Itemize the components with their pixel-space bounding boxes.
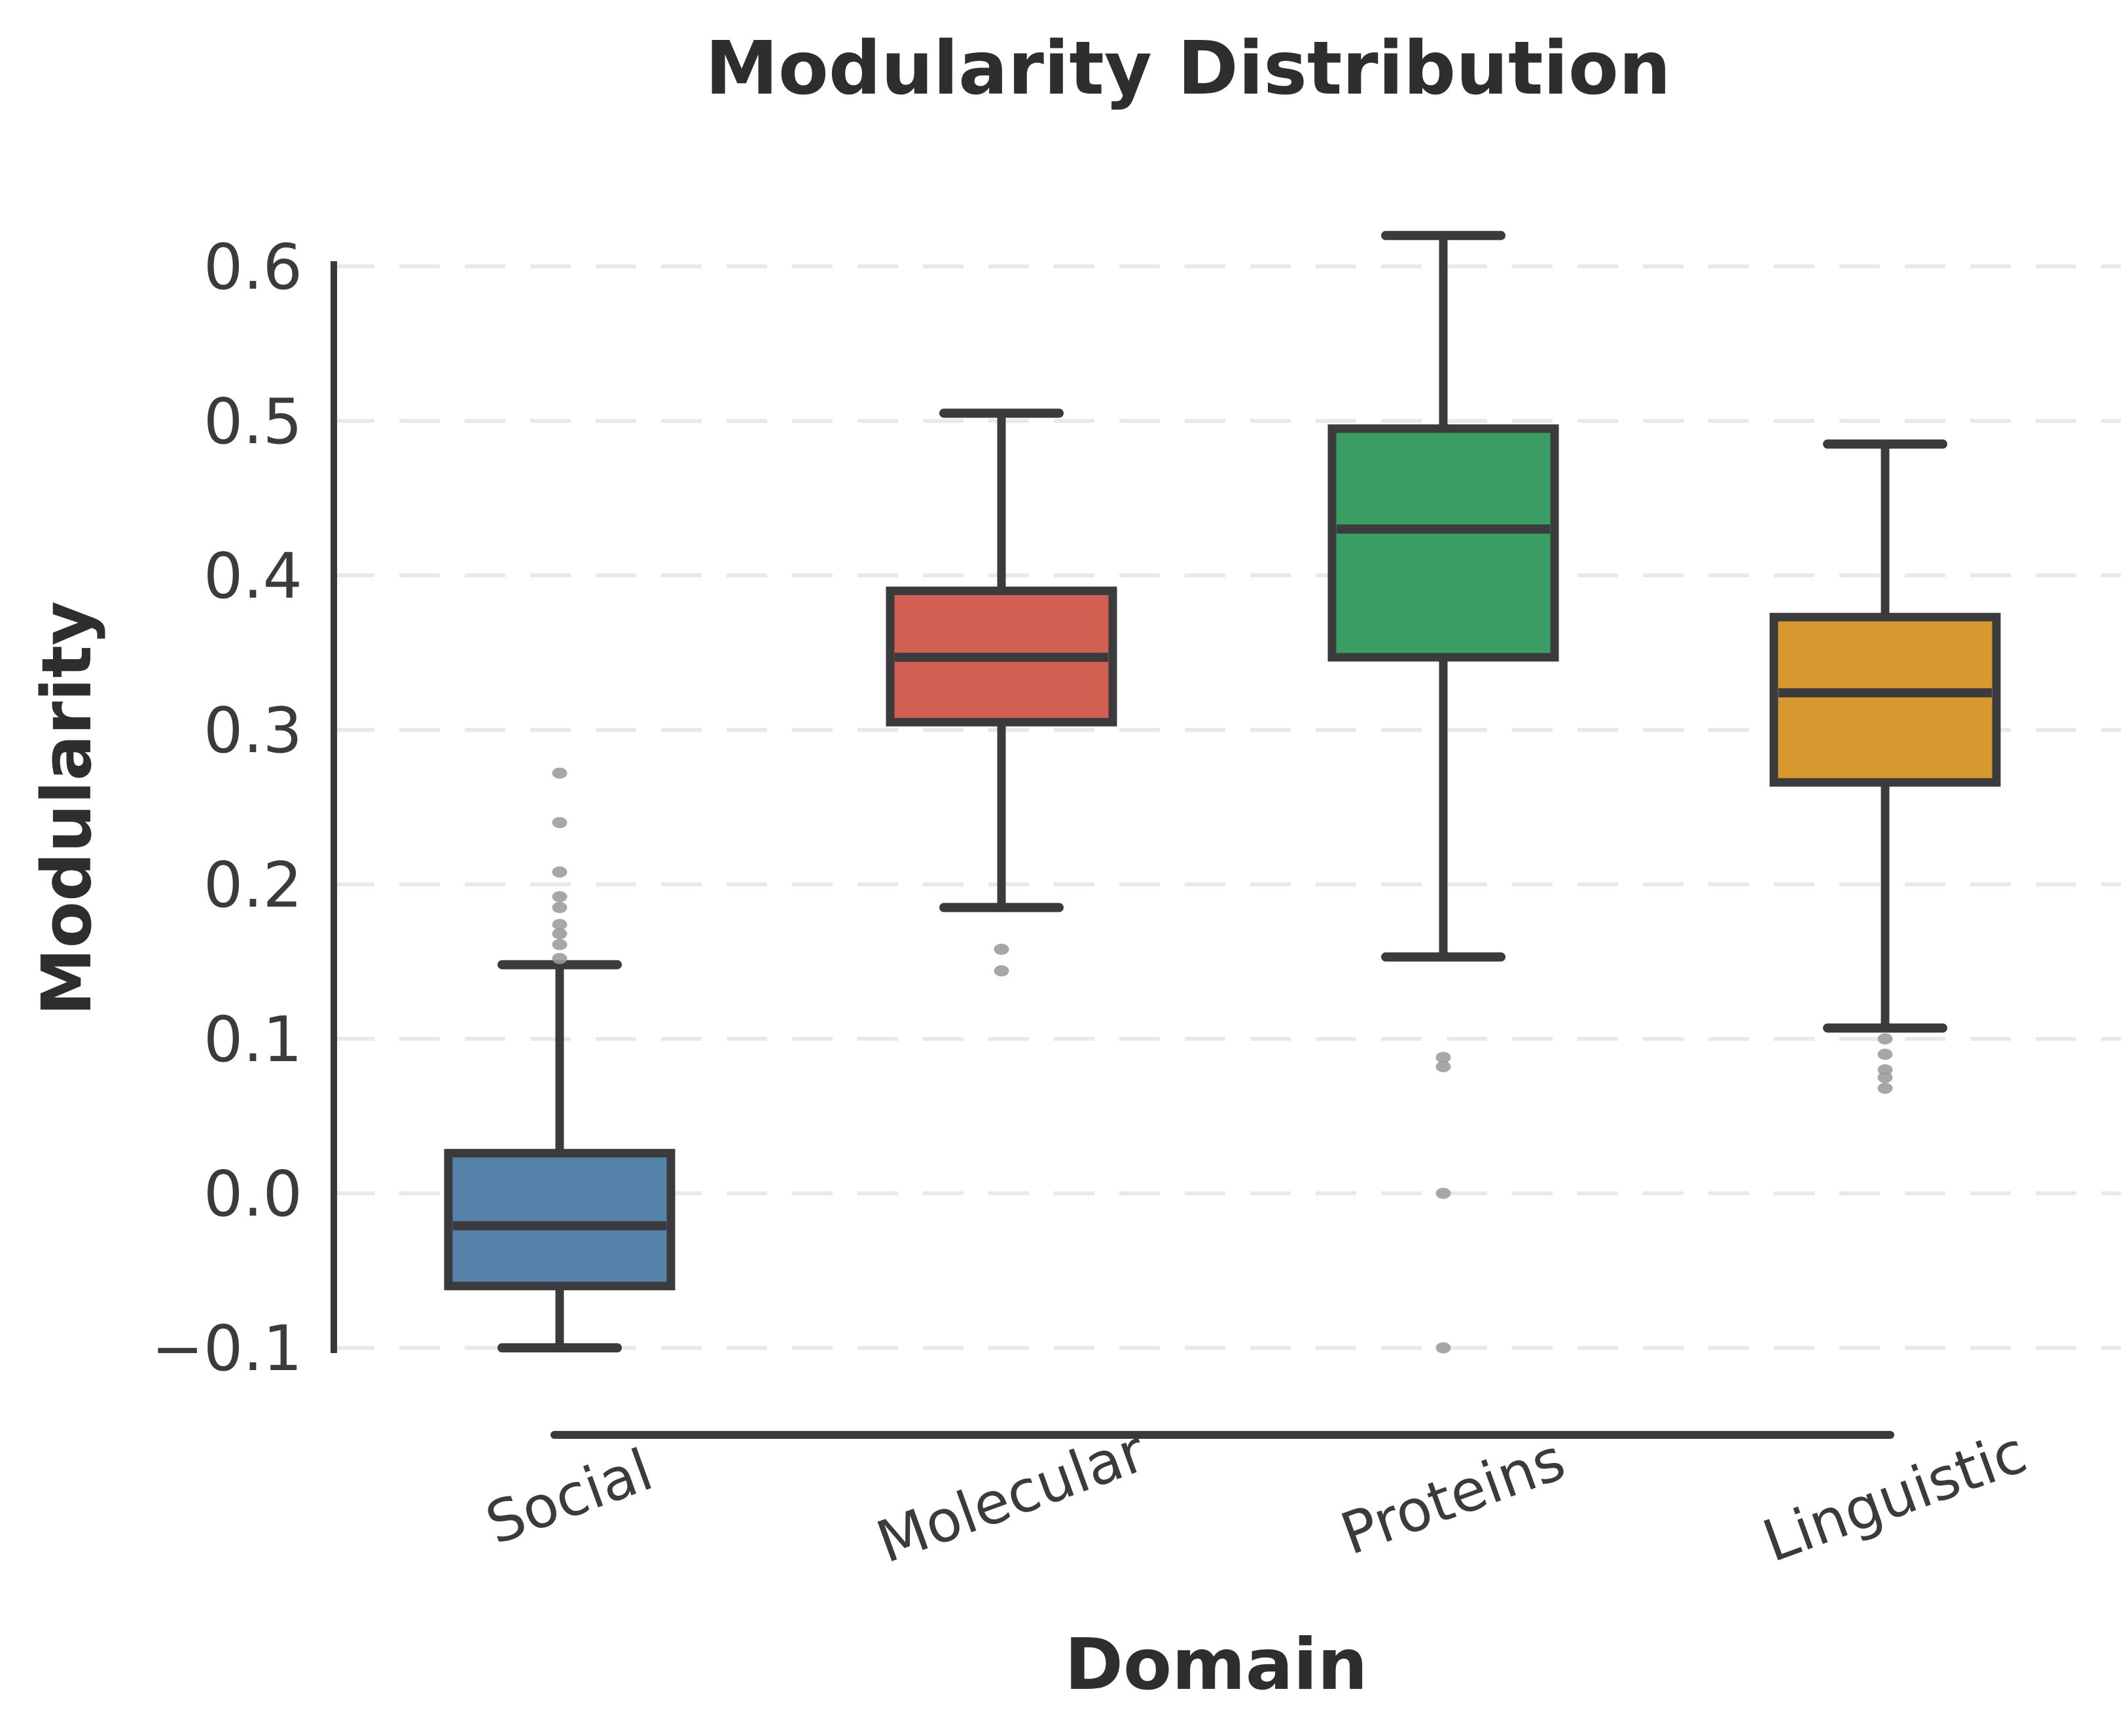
outlier-dot-molecular xyxy=(994,943,1009,955)
box-proteins xyxy=(1327,424,1559,662)
chart-title: Modularity Distribution xyxy=(705,26,1670,111)
outlier-dot-linguistic xyxy=(1877,1033,1893,1045)
y-tick-label: 0.4 xyxy=(204,541,302,613)
y-axis-label: Modularity xyxy=(27,601,107,1016)
box-layer xyxy=(444,230,2001,1354)
y-tick-label: 0.0 xyxy=(204,1159,302,1231)
outlier-dot-social xyxy=(552,939,568,950)
outlier-dot-linguistic xyxy=(1877,1083,1893,1094)
y-tick-label: 0.6 xyxy=(204,232,302,304)
outlier-dot-social xyxy=(552,928,568,940)
outlier-dot-proteins xyxy=(1435,1187,1451,1199)
outlier-dot-social xyxy=(552,891,568,903)
outlier-dot-linguistic xyxy=(1877,1064,1893,1076)
y-tick-label: 0.5 xyxy=(204,386,302,458)
outlier-dot-proteins xyxy=(1435,1342,1451,1354)
outlier-dot-social xyxy=(552,918,568,930)
box-social xyxy=(444,1149,676,1291)
y-tick-label: 0.2 xyxy=(204,850,302,922)
y-tick-label: 0.1 xyxy=(204,1004,302,1076)
outlier-dot-linguistic xyxy=(1877,1072,1893,1083)
outlier-dot-molecular xyxy=(994,965,1009,977)
outlier-dot-proteins xyxy=(1435,1051,1451,1063)
outlier-dot-social xyxy=(552,817,568,829)
outlier-dot-social xyxy=(552,952,568,964)
tick-label-layer: 0.6 0.5 0.4 0.3 0.2 0.1 0.0 −0.1 Social Molecular… xyxy=(151,232,2035,1576)
y-tick-label: −0.1 xyxy=(151,1313,302,1385)
box-linguistic xyxy=(1769,613,2001,787)
outlier-dot-social xyxy=(552,866,568,878)
outlier-dot-linguistic xyxy=(1877,1049,1893,1060)
axis-spine-layer xyxy=(331,261,1894,1439)
x-tick-label-proteins: Proteins xyxy=(1332,1425,1573,1568)
x-tick-label-social: Social xyxy=(477,1436,660,1557)
outlier-dot-social xyxy=(552,901,568,913)
outlier-dot-social xyxy=(552,767,568,779)
y-tick-label: 0.3 xyxy=(204,695,302,767)
outlier-dot-proteins xyxy=(1435,1060,1451,1072)
x-axis-label: Domain xyxy=(1064,1624,1367,1706)
x-tick-label-molecular: Molecular xyxy=(868,1417,1154,1576)
x-tick-label-linguistic: Linguistic xyxy=(1754,1418,2035,1575)
